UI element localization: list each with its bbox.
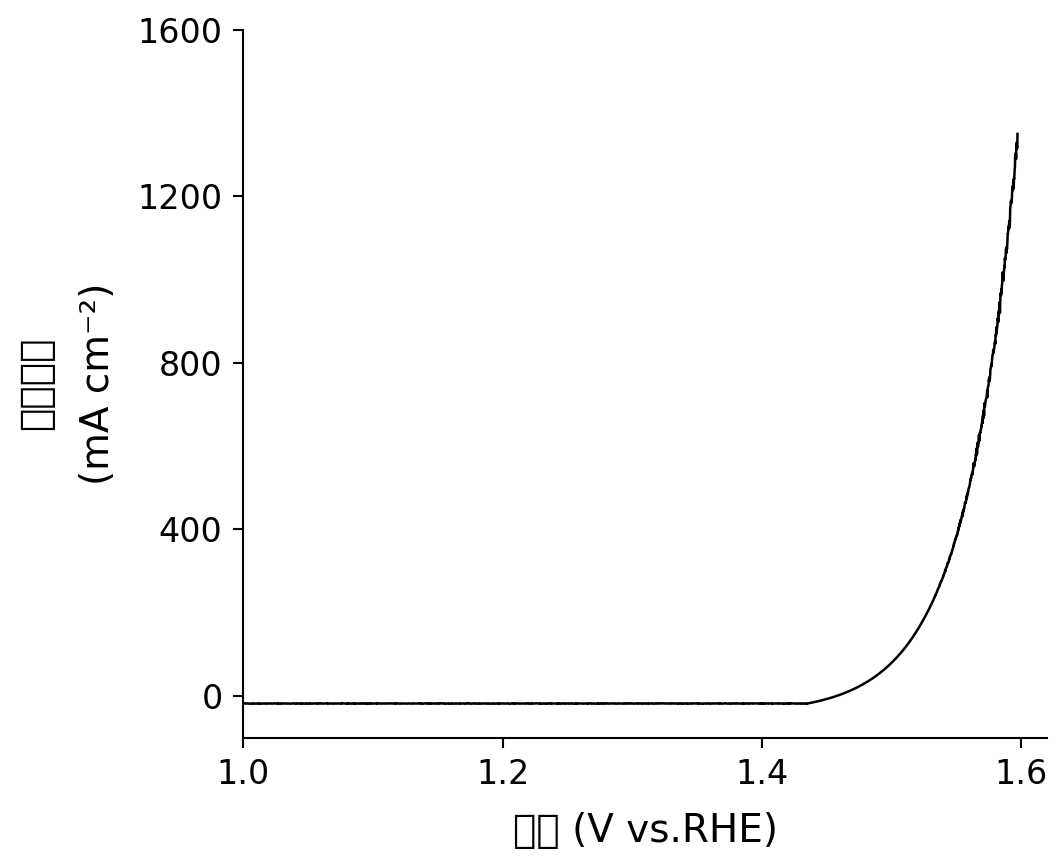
Y-axis label: 电流密度
(mA cm⁻²): 电流密度 (mA cm⁻²): [17, 283, 117, 485]
X-axis label: 电势 (V vs.RHE): 电势 (V vs.RHE): [513, 812, 778, 851]
